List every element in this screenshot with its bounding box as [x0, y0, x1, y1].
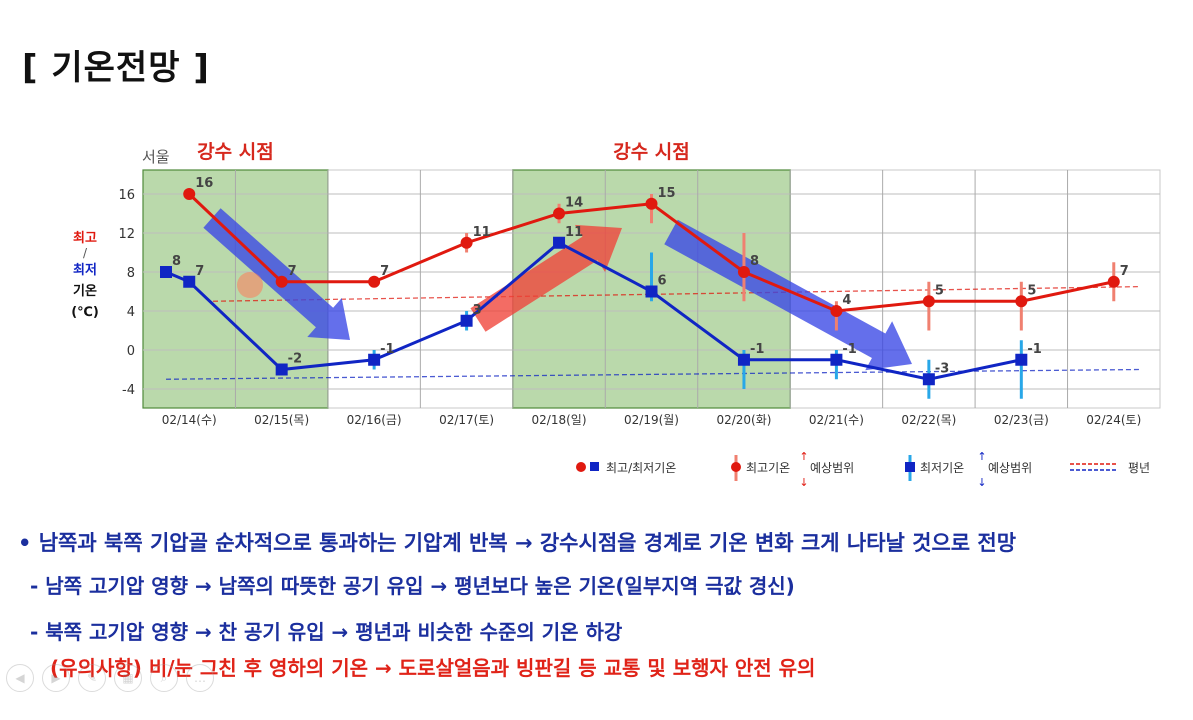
max-temp-value: 15: [658, 186, 676, 201]
min-temp-point: [737, 353, 750, 366]
min-temp-point: [830, 353, 843, 366]
y-tick-label: -4: [122, 383, 135, 398]
x-tick-label: 02/15(목): [254, 413, 309, 427]
min-temp-point: [368, 353, 381, 366]
ylabel-max: 최고: [73, 231, 97, 246]
min-temp-point: [645, 285, 658, 298]
max-temp-value: 7: [1120, 264, 1129, 279]
max-temp-value: 4: [842, 293, 851, 308]
x-tick-label: 02/24(토): [1086, 413, 1141, 427]
legend-max-dot: [576, 462, 586, 472]
max-temp-value: 16: [195, 176, 213, 191]
min-temp-value: 3: [473, 303, 482, 318]
x-tick-label: 02/18(일): [532, 413, 587, 427]
min-temp-point: [922, 373, 935, 386]
precip-label: 강수 시점: [197, 141, 274, 163]
player-controls: ◀ ▶ ✎ ▦ ⌕ …: [6, 664, 214, 692]
x-tick-label: 02/17(토): [439, 413, 494, 427]
max-temp-point: [922, 295, 935, 308]
x-tick-label: 02/16(금): [347, 413, 402, 427]
bullet-sub-warm: - 남쪽 고기압 영향 → 남쪽의 따뜻한 공기 유입 → 평년보다 높은 기온…: [30, 574, 795, 598]
max-temp-value: 7: [288, 264, 297, 279]
max-temp-value: 5: [1027, 283, 1036, 298]
precip-label: 강수 시점: [613, 141, 690, 163]
x-tick-label: 02/14(수): [162, 413, 217, 427]
cursor-highlight: [237, 272, 263, 298]
max-temp-point: [645, 197, 658, 210]
legend-max-dot-2: [731, 462, 741, 472]
min-temp-point: [275, 363, 288, 376]
min-temp-value: 7: [195, 264, 204, 279]
legend-min-square: [590, 462, 599, 471]
legend-arrow-up-icon: ↑: [799, 450, 808, 463]
ylabel-min: 최저: [73, 263, 97, 278]
legend-min-square-2: [905, 462, 915, 472]
max-temp-point: [275, 275, 288, 288]
min-temp-point: [183, 275, 196, 288]
max-temp-point: [737, 266, 750, 278]
legend-arrow-up-icon: ↑: [977, 450, 986, 463]
x-tick-label: 02/20(화): [716, 413, 771, 427]
min-temp-value: -1: [380, 342, 394, 357]
y-tick-label: 16: [118, 188, 135, 203]
x-tick-label: 02/23(금): [994, 413, 1049, 427]
max-temp-value: 5: [935, 283, 944, 298]
y-tick-label: 4: [127, 305, 135, 320]
max-temp-value: 14: [565, 196, 583, 211]
ylabel-word: 기온: [73, 284, 97, 299]
legend-range-1: 예상범위: [810, 461, 854, 475]
legend-item-1: 최고/최저기온: [606, 461, 676, 475]
more-icon[interactable]: …: [186, 664, 214, 692]
legend-item-2: 최고기온: [746, 461, 790, 475]
zoom-icon[interactable]: ⌕: [150, 664, 178, 692]
region-label: 서울: [142, 148, 170, 166]
min-temp-value: -1: [842, 342, 856, 357]
min-temp-value: 11: [565, 225, 583, 240]
max-temp-point: [368, 275, 381, 288]
max-temp-point: [1107, 275, 1120, 288]
max-temp-point: [183, 188, 196, 200]
min-temp-value: -3: [935, 361, 949, 376]
y-tick-label: 12: [118, 227, 135, 242]
legend-normal-label: 평년: [1128, 461, 1150, 475]
legend-arrow-down-icon: ↓: [799, 476, 808, 489]
legend-arrow-down-icon: ↓: [977, 476, 986, 489]
min-temp-point: [1015, 353, 1028, 366]
min-temp-value: 8: [172, 254, 181, 269]
prev-icon[interactable]: ◀: [6, 664, 34, 692]
max-temp-value: 7: [380, 264, 389, 279]
legend-range-2: 예상범위: [988, 461, 1032, 475]
legend-item-3: 최저기온: [920, 461, 964, 475]
min-temp-point: [160, 266, 172, 278]
normal-min-line: [165, 368, 1141, 380]
x-tick-label: 02/19(월): [624, 413, 679, 427]
bullet-main: • 남쪽과 북쪽 기압골 순차적으로 통과하는 기압계 반복 → 강수시점을 경…: [18, 531, 1017, 555]
max-temp-point: [553, 207, 566, 220]
min-temp-value: -2: [288, 352, 302, 367]
bullet-sub-cold: - 북쪽 고기압 영향 → 찬 공기 유입 → 평년과 비슷한 수준의 기온 하…: [30, 620, 623, 644]
trend-arrow-up: [470, 224, 622, 332]
x-tick-label: 02/21(수): [809, 413, 864, 427]
normal-max-line: [212, 285, 1141, 302]
y-tick-label: 0: [127, 344, 135, 359]
temperature-chart: 강수 시점 강수 시점 서울 16 12 8 4 0 -4 02/14(수) 02/15(목) 02/…: [71, 141, 1161, 489]
ylabel-sep: /: [83, 246, 88, 260]
min-temp-point: [553, 236, 566, 249]
y-tick-label: 8: [127, 266, 135, 281]
max-temp-point: [460, 236, 473, 249]
next-icon[interactable]: ▶: [42, 664, 70, 692]
slide-title: [ 기온전망 ]: [22, 48, 210, 88]
max-temp-value: 8: [750, 254, 759, 269]
min-temp-value: -1: [1027, 342, 1041, 357]
max-temp-point: [1015, 295, 1028, 308]
max-temp-value: 11: [473, 225, 491, 240]
pen-icon[interactable]: ✎: [78, 664, 106, 692]
min-temp-value: -1: [750, 342, 764, 357]
ylabel-unit: (℃): [71, 305, 99, 320]
slides-icon[interactable]: ▦: [114, 664, 142, 692]
max-temp-point: [830, 305, 843, 317]
x-tick-label: 02/22(목): [901, 413, 956, 427]
min-temp-point: [460, 314, 473, 327]
min-temp-value: 6: [658, 274, 667, 289]
